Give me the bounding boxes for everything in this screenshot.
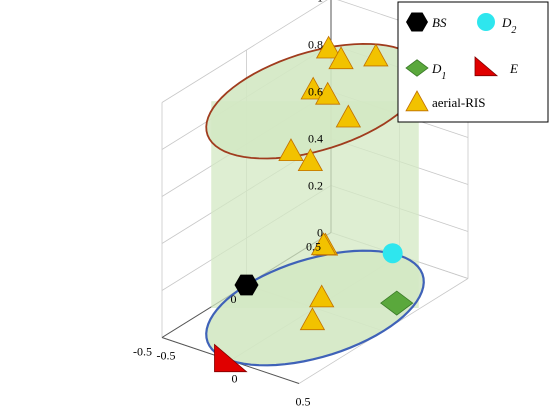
z-tick-label: 0.6 [308,85,323,99]
marker-d2-0 [382,243,403,264]
z-tick-label: 0.4 [308,132,323,146]
marker-aerial-ris-9 [310,232,337,256]
tick-labels: 10.80.60.40.200.50-0.5-0.500.5 [133,0,323,409]
marker-aerial-ris-6 [278,138,304,162]
y-tick-label: 0 [231,292,237,306]
marker-aerial-ris-2 [363,43,389,67]
marker-aerial-ris-1 [328,46,354,70]
z-tick-label: 1 [317,0,323,5]
legend-label-3: E [509,61,518,76]
z-tick-label: 0.8 [308,38,323,52]
x-tick-label: 0 [232,372,238,386]
legend-marker-3 [474,56,499,77]
z-tick-label: 0 [317,226,323,240]
legend-marker-2 [405,59,429,77]
marker-aerial-ris-10 [308,284,335,308]
marker-bs-0 [234,274,259,296]
legend-label-0: BS [432,15,447,30]
legend-marker-0 [406,12,428,32]
legend-label-4: aerial-RIS [432,95,485,110]
data-points [214,35,414,373]
coverage-cylinder-region [205,42,425,367]
y-tick-label: -0.5 [133,345,152,359]
x-tick-label: -0.5 [157,349,176,363]
legend-marker-4 [405,90,429,112]
marker-aerial-ris-3 [300,76,326,100]
marker-e-0 [214,343,248,373]
y-tick-label: 0.5 [306,240,321,254]
marker-aerial-ris-0 [315,35,342,59]
legend-marker-1 [477,13,495,31]
marker-aerial-ris-4 [315,81,341,105]
marker-d1-0 [380,290,414,316]
marker-aerial-ris-7 [297,148,324,172]
marker-aerial-ris-5 [335,104,362,128]
x-tick-label: 0.5 [296,395,311,409]
z-tick-label: 0.2 [308,179,323,193]
marker-aerial-ris-11 [299,307,326,331]
